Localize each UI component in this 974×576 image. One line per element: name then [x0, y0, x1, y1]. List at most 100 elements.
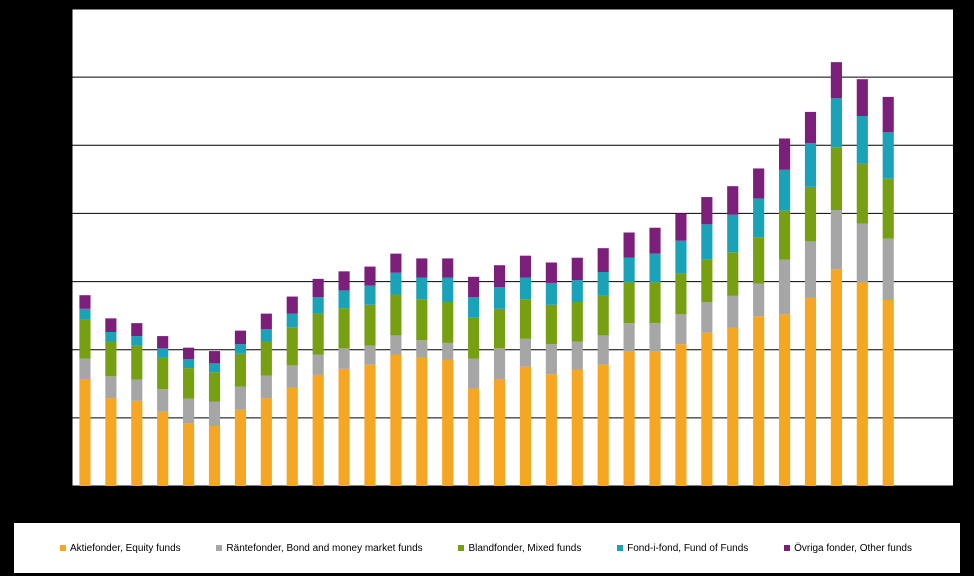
bar-segment: [571, 257, 583, 281]
bar-segment: [208, 372, 221, 402]
bar-segment: [856, 115, 868, 164]
bar-segment: [416, 277, 428, 300]
bar-segment: [338, 271, 350, 291]
legend-label: Blandfonder, Mixed funds: [468, 542, 582, 554]
bar-segment: [157, 411, 169, 486]
bar-segment: [442, 359, 454, 486]
bar-segment: [545, 374, 557, 486]
bar-segment: [364, 285, 376, 305]
bar-segment: [338, 348, 350, 369]
bar-segment: [779, 259, 791, 315]
bar-segment: [442, 258, 454, 278]
legend-item: Fond-i-fond, Fund of Funds: [617, 543, 748, 554]
bar-segment: [519, 277, 532, 300]
bar-segment: [701, 302, 713, 333]
legend-swatch: [60, 545, 66, 551]
legend-label: Räntefonder, Bond and money market funds: [226, 542, 423, 554]
bar-segment: [468, 358, 480, 389]
bar-segment: [312, 313, 324, 355]
bar-segment: [234, 353, 246, 387]
bar-segment: [830, 269, 842, 486]
bar-segment: [468, 317, 480, 359]
bar-segment: [79, 379, 91, 486]
bar-segment: [390, 294, 402, 336]
bar-segment: [208, 401, 221, 427]
bar-segment: [882, 132, 894, 179]
bar-segment: [623, 351, 635, 486]
bar-segment: [390, 335, 402, 355]
bar-segment: [701, 197, 713, 225]
bar-segment: [312, 354, 324, 375]
bar-segment: [830, 62, 842, 99]
bar-segment: [675, 314, 687, 345]
bar-segment: [597, 272, 609, 296]
bar-segment: [364, 364, 376, 486]
bar-segment: [519, 255, 532, 278]
bar-segment: [649, 351, 661, 486]
bar-segment: [131, 345, 143, 380]
bar-segment: [416, 299, 428, 341]
bar-segment: [260, 313, 272, 330]
bar-segment: [312, 297, 324, 314]
bar-segment: [571, 280, 583, 303]
bar-segment: [260, 398, 272, 486]
bar-segment: [571, 369, 583, 486]
bar-segment: [701, 259, 713, 303]
bar-segment: [183, 347, 195, 360]
bar-segment: [804, 111, 817, 144]
bar-segment: [131, 323, 143, 337]
bar-segment: [208, 351, 221, 364]
bar-segment: [804, 143, 817, 187]
bar-segment: [234, 344, 246, 354]
bar-segment: [727, 186, 739, 215]
bar-segment: [830, 147, 842, 211]
bar-segment: [442, 302, 454, 343]
legend-swatch: [458, 545, 465, 551]
bar-segment: [493, 287, 506, 309]
bar-segment: [753, 198, 765, 238]
bar-segment: [882, 178, 894, 239]
plot-background: [72, 9, 953, 486]
bar-segment: [675, 240, 687, 274]
bar-segment: [390, 253, 402, 273]
bar-segment: [260, 341, 272, 376]
bar-segment: [649, 227, 661, 254]
legend-item: Räntefonder, Bond and money market funds: [216, 542, 423, 554]
bar-segment: [338, 308, 350, 349]
bar-segment: [701, 332, 713, 486]
bar-segment: [701, 224, 713, 260]
bar-segment: [183, 368, 195, 399]
bar-segment: [105, 318, 117, 332]
bar-segment: [234, 330, 246, 345]
bar-segment: [493, 379, 506, 486]
bar-segment: [183, 359, 195, 369]
bar-segment: [208, 363, 221, 373]
bar-segment: [830, 98, 842, 148]
bar-segment: [649, 282, 661, 324]
bar-segment: [675, 344, 687, 486]
bar-segment: [753, 237, 765, 284]
bar-segment: [286, 365, 298, 388]
bar-segment: [623, 257, 635, 283]
bar-segment: [131, 400, 143, 486]
bar-segment: [727, 252, 739, 296]
bar-segment: [286, 313, 298, 328]
bar-segment: [105, 341, 117, 377]
bar-segment: [468, 388, 480, 486]
bar-segment: [623, 323, 635, 352]
bar-segment: [519, 338, 532, 367]
legend-swatch: [617, 545, 624, 551]
bar-segment: [390, 354, 402, 486]
bar-segment: [545, 262, 557, 283]
bar-segment: [753, 168, 765, 199]
legend-swatch: [784, 545, 791, 551]
bar-segment: [157, 348, 169, 358]
bar-segment: [493, 308, 506, 349]
bar-segment: [468, 297, 480, 318]
bar-segment: [338, 368, 350, 486]
bar-segment: [882, 299, 894, 486]
bar-segment: [597, 295, 609, 336]
bar-segment: [105, 398, 117, 486]
bar-segment: [493, 348, 506, 380]
